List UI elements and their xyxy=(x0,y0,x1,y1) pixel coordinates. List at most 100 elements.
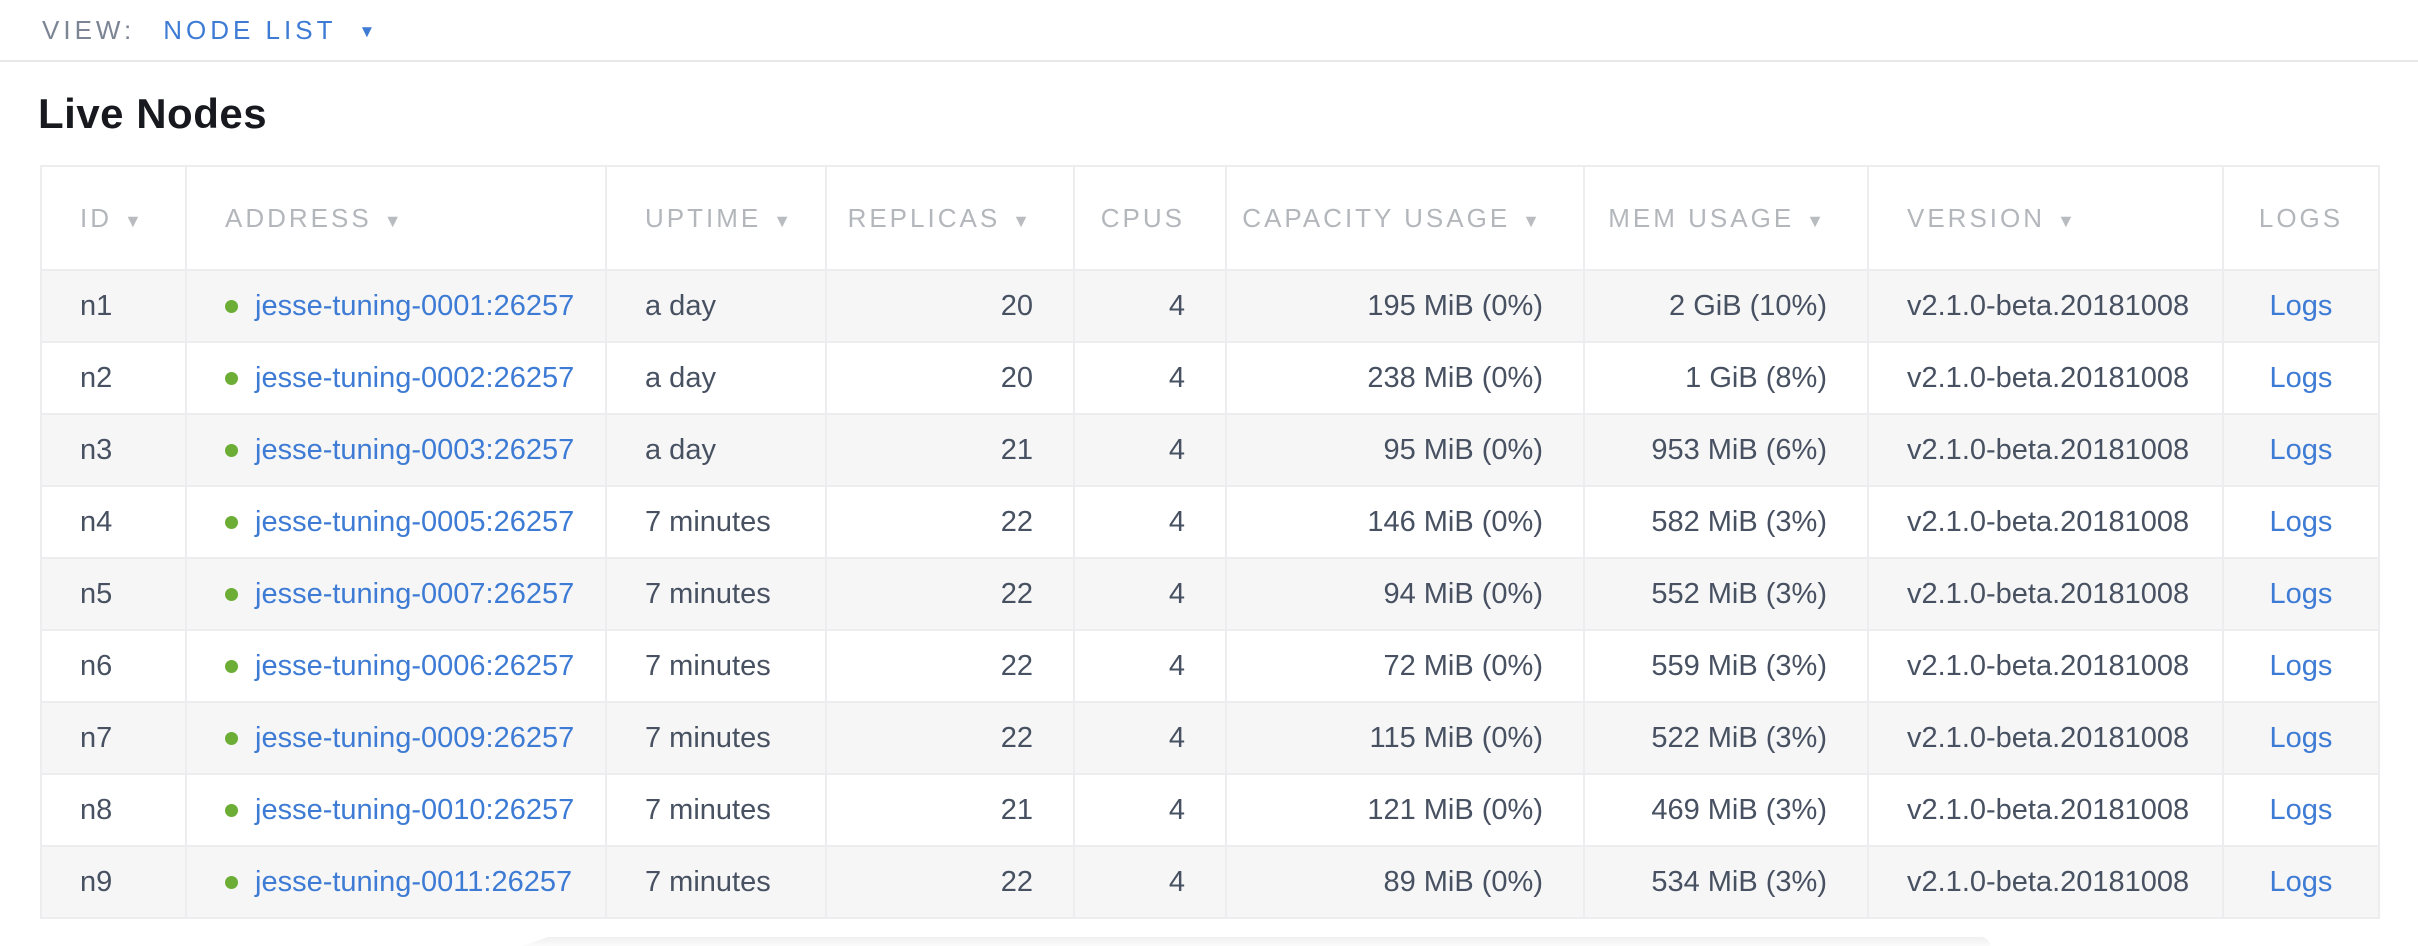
cell-cpus: 4 xyxy=(1073,413,1227,487)
address-link[interactable]: jesse-tuning-0011:26257 xyxy=(255,865,573,898)
logs-link[interactable]: Logs xyxy=(2269,577,2333,610)
view-label: VIEW: xyxy=(42,14,136,45)
cell-address: jesse-tuning-0009:26257 xyxy=(185,701,607,775)
cell-cpus: 4 xyxy=(1073,629,1227,703)
view-selector-dropdown[interactable]: NODE LIST ▼ xyxy=(163,15,379,46)
cell-capacity: 238 MiB (0%) xyxy=(1225,341,1585,415)
table-row: n2 jesse-tuning-0002:26257 a day 20 4 238 MiB… xyxy=(40,341,2380,415)
column-header-replicas[interactable]: REPLICAS ▼ xyxy=(825,165,1075,271)
cell-replicas: 22 xyxy=(825,557,1075,631)
cell-replicas: 21 xyxy=(825,413,1075,487)
cell-cpus: 4 xyxy=(1073,485,1227,559)
cell-logs: Logs xyxy=(2222,341,2380,415)
column-header-mem[interactable]: MEM USAGE ▼ xyxy=(1583,165,1869,271)
logs-link[interactable]: Logs xyxy=(2269,865,2333,898)
cell-replicas: 22 xyxy=(825,701,1075,775)
cell-mem: 582 MiB (3%) xyxy=(1583,485,1869,559)
cell-cpus: 4 xyxy=(1073,773,1227,847)
cell-id: n1 xyxy=(40,269,187,343)
sort-arrow-icon: ▼ xyxy=(1522,210,1543,231)
cell-uptime: 7 minutes xyxy=(605,773,827,847)
cell-address: jesse-tuning-0001:26257 xyxy=(185,269,607,343)
cell-id: n3 xyxy=(40,413,187,487)
cell-version: v2.1.0-beta.20181008 xyxy=(1867,413,2224,487)
cell-address: jesse-tuning-0006:26257 xyxy=(185,629,607,703)
address-link[interactable]: jesse-tuning-0006:26257 xyxy=(255,649,575,682)
cell-version: v2.1.0-beta.20181008 xyxy=(1867,341,2224,415)
logs-link[interactable]: Logs xyxy=(2269,361,2333,394)
cell-replicas: 20 xyxy=(825,269,1075,343)
view-selected-value: NODE LIST xyxy=(163,14,337,45)
logs-link[interactable]: Logs xyxy=(2269,433,2333,466)
cell-logs: Logs xyxy=(2222,485,2380,559)
cell-address: jesse-tuning-0007:26257 xyxy=(185,557,607,631)
column-header-version[interactable]: VERSION ▼ xyxy=(1867,165,2224,271)
header-row: ID ▼ ADDRESS ▼ UPTIME ▼ REPLICAS ▼ CPUS CAPACITY … xyxy=(40,165,2380,271)
cell-uptime: a day xyxy=(605,341,827,415)
cell-cpus: 4 xyxy=(1073,557,1227,631)
table-row: n3 jesse-tuning-0003:26257 a day 21 4 95 MiB … xyxy=(40,413,2380,487)
cell-capacity: 115 MiB (0%) xyxy=(1225,701,1585,775)
cell-capacity: 94 MiB (0%) xyxy=(1225,557,1585,631)
cell-address: jesse-tuning-0010:26257 xyxy=(185,773,607,847)
address-link[interactable]: jesse-tuning-0002:26257 xyxy=(255,361,575,394)
cell-replicas: 22 xyxy=(825,629,1075,703)
cell-version: v2.1.0-beta.20181008 xyxy=(1867,269,2224,343)
cell-mem: 552 MiB (3%) xyxy=(1583,557,1869,631)
table-row: n1 jesse-tuning-0001:26257 a day 20 4 195 MiB… xyxy=(40,269,2380,343)
nodes-table-body: n1 jesse-tuning-0001:26257 a day 20 4 195 MiB… xyxy=(40,269,2380,919)
cell-version: v2.1.0-beta.20181008 xyxy=(1867,773,2224,847)
column-header-uptime[interactable]: UPTIME ▼ xyxy=(605,165,827,271)
cell-capacity: 89 MiB (0%) xyxy=(1225,845,1585,919)
cell-replicas: 21 xyxy=(825,773,1075,847)
cell-address: jesse-tuning-0011:26257 xyxy=(185,845,607,919)
column-header-id[interactable]: ID ▼ xyxy=(40,165,187,271)
sort-arrow-icon: ▼ xyxy=(383,210,405,231)
cell-logs: Logs xyxy=(2222,269,2380,343)
cell-mem: 1 GiB (8%) xyxy=(1583,341,1869,415)
column-header-logs: LOGS xyxy=(2222,165,2380,271)
cell-mem: 559 MiB (3%) xyxy=(1583,629,1869,703)
cell-version: v2.1.0-beta.20181008 xyxy=(1867,557,2224,631)
cell-logs: Logs xyxy=(2222,845,2380,919)
cell-logs: Logs xyxy=(2222,413,2380,487)
sort-arrow-icon: ▼ xyxy=(773,210,795,231)
column-header-label: CPUS xyxy=(1100,202,1185,233)
cell-mem: 522 MiB (3%) xyxy=(1583,701,1869,775)
address-link[interactable]: jesse-tuning-0007:26257 xyxy=(255,577,575,610)
caret-down-icon: ▼ xyxy=(358,21,380,41)
cell-id: n7 xyxy=(40,701,187,775)
column-header-address[interactable]: ADDRESS ▼ xyxy=(185,165,607,271)
logs-link[interactable]: Logs xyxy=(2269,505,2333,538)
node-live-status-icon xyxy=(225,731,238,745)
cell-capacity: 146 MiB (0%) xyxy=(1225,485,1585,559)
logs-link[interactable]: Logs xyxy=(2269,721,2333,754)
column-header-label: LOGS xyxy=(2258,202,2344,233)
cell-version: v2.1.0-beta.20181008 xyxy=(1867,485,2224,559)
address-link[interactable]: jesse-tuning-0003:26257 xyxy=(255,433,575,466)
cell-id: n9 xyxy=(40,845,187,919)
cell-uptime: 7 minutes xyxy=(605,557,827,631)
address-link[interactable]: jesse-tuning-0010:26257 xyxy=(255,793,575,826)
cell-logs: Logs xyxy=(2222,629,2380,703)
logs-link[interactable]: Logs xyxy=(2269,649,2333,682)
address-link[interactable]: jesse-tuning-0005:26257 xyxy=(255,505,575,538)
cell-address: jesse-tuning-0002:26257 xyxy=(185,341,607,415)
cell-id: n2 xyxy=(40,341,187,415)
logs-link[interactable]: Logs xyxy=(2269,289,2333,322)
address-link[interactable]: jesse-tuning-0009:26257 xyxy=(255,721,575,754)
column-header-capacity[interactable]: CAPACITY USAGE ▼ xyxy=(1225,165,1585,271)
cell-capacity: 95 MiB (0%) xyxy=(1225,413,1585,487)
cell-cpus: 4 xyxy=(1073,845,1227,919)
address-link[interactable]: jesse-tuning-0001:26257 xyxy=(255,289,575,322)
column-header-label: UPTIME xyxy=(645,202,762,233)
cell-capacity: 72 MiB (0%) xyxy=(1225,629,1585,703)
cell-replicas: 22 xyxy=(825,845,1075,919)
cell-logs: Logs xyxy=(2222,773,2380,847)
cell-logs: Logs xyxy=(2222,557,2380,631)
cell-uptime: 7 minutes xyxy=(605,845,827,919)
cell-version: v2.1.0-beta.20181008 xyxy=(1867,701,2224,775)
logs-link[interactable]: Logs xyxy=(2269,793,2333,826)
column-header-label: CAPACITY USAGE xyxy=(1242,202,1511,233)
table-row: n4 jesse-tuning-0005:26257 7 minutes 22 4 146… xyxy=(40,485,2380,559)
